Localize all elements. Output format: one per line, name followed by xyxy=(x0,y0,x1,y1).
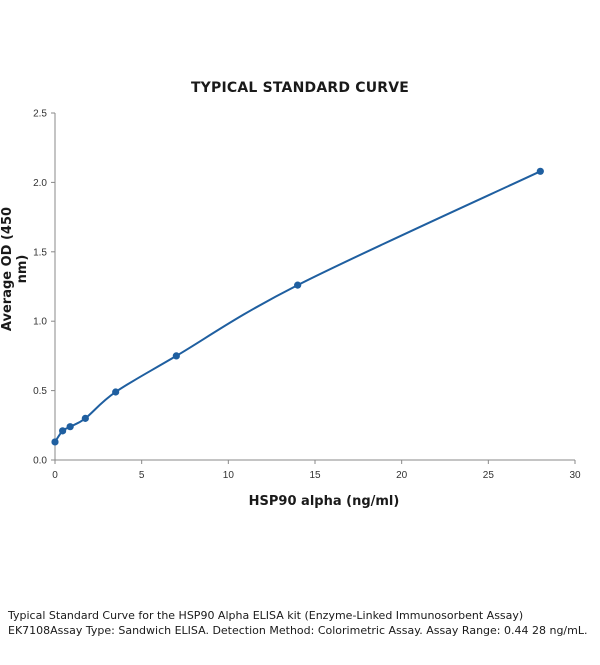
y-tick-label: 0.5 xyxy=(33,386,47,397)
x-tick-label: 20 xyxy=(396,470,408,481)
data-points xyxy=(51,167,544,446)
data-point xyxy=(112,388,120,396)
data-point xyxy=(81,414,89,422)
data-point xyxy=(536,167,544,175)
x-axis-label: HSP90 alpha (ng/ml) xyxy=(248,494,400,509)
y-tick-label: 2.0 xyxy=(33,178,47,189)
data-point xyxy=(51,438,59,446)
x-tick-label: 0 xyxy=(52,470,58,481)
data-point xyxy=(59,427,67,435)
x-tick-label: 5 xyxy=(139,470,145,481)
x-tick-label: 25 xyxy=(483,470,495,481)
x-tick-label: 10 xyxy=(223,470,235,481)
standard-curve-line xyxy=(54,170,541,443)
x-tick-label: 30 xyxy=(569,470,581,481)
chart-title: TYPICAL STANDARD CURVE xyxy=(190,80,410,96)
data-point xyxy=(66,423,74,431)
y-ticks: 0.0 0.5 1.0 1.5 2.0 2.5 xyxy=(33,109,55,467)
y-tick-label: 1.0 xyxy=(33,317,47,328)
data-point xyxy=(172,352,180,360)
plot-area: 0.0 0.5 1.0 1.5 2.0 2.5 0 5 10 15 20 25 30 xyxy=(33,109,581,482)
y-tick-label: 2.5 xyxy=(33,109,47,120)
chart: TYPICAL STANDARD CURVE 0.0 0.5 1.0 1.5 2.0 2.… xyxy=(0,80,581,509)
x-ticks: 0 5 10 15 20 25 30 xyxy=(52,460,581,481)
y-tick-label: 0.0 xyxy=(33,456,47,467)
y-tick-label: 1.5 xyxy=(33,247,47,258)
x-tick-label: 15 xyxy=(309,470,321,481)
figure-caption: Typical Standard Curve for the HSP90 Alp… xyxy=(8,609,588,637)
y-axis-label: Average OD (450 nm) xyxy=(0,206,30,332)
data-point xyxy=(294,281,302,289)
